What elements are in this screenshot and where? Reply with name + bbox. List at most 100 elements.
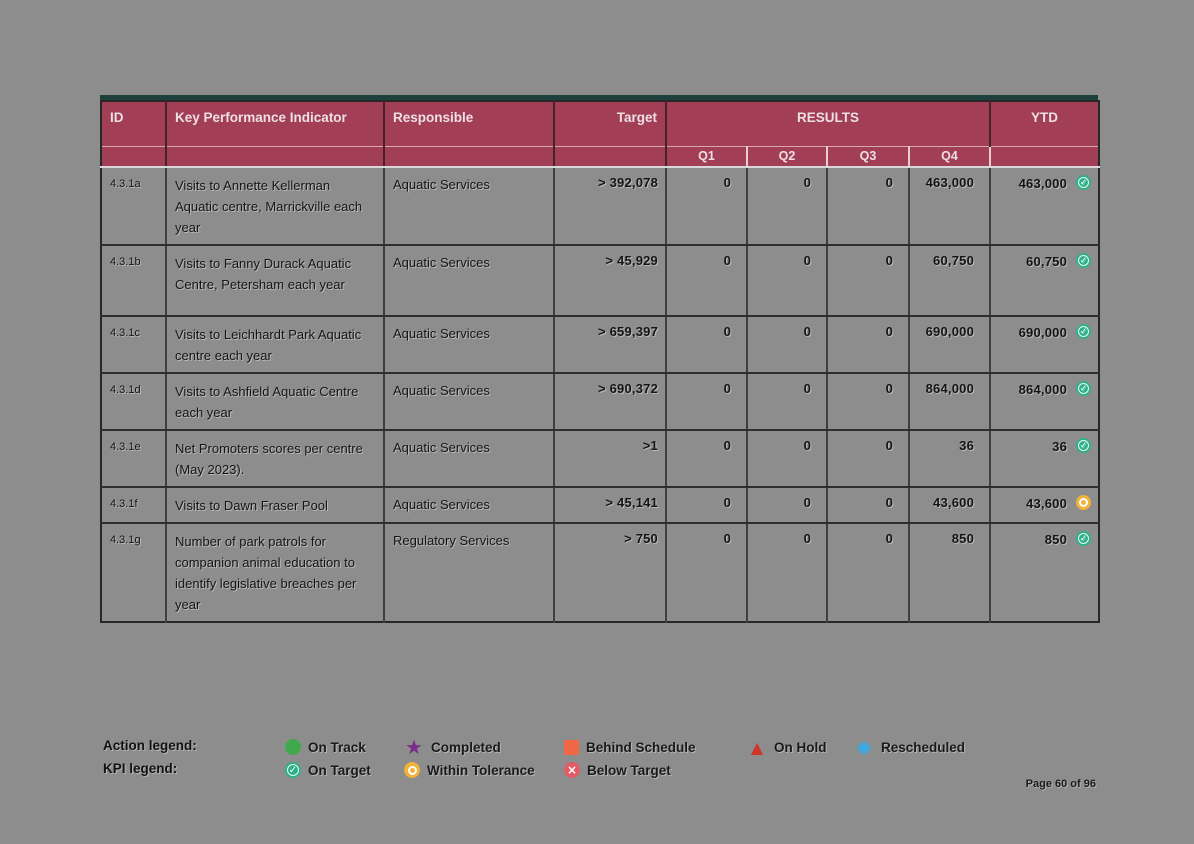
cell-ytd: 60,750 [990,245,1100,317]
legend-item-within-tolerance: Within Tolerance [404,760,535,780]
on-target-icon [1076,531,1092,546]
within-tolerance-icon [1076,495,1092,510]
legend-item-on-target: On Target [285,760,371,780]
cell-target: > 690,372 [554,373,667,431]
ytd-value: 36 [1052,439,1068,454]
subheader-blank-ytd [990,146,1100,168]
legend-block: Action legend: On Track Completed Behind S… [0,736,1194,784]
ytd-value: 60,750 [1026,254,1068,269]
cell-target: > 45,141 [554,487,667,524]
ytd-value: 43,600 [1026,496,1068,511]
kpi-table-container: ID Key Performance Indicator Responsible… [100,100,1101,623]
table-row: 4.3.1a Visits to Annette Kellerman Aquati… [101,167,1100,246]
col-header-q4: Q4 [909,146,992,168]
cell-kpi: Visits to Annette Kellerman Aquatic cent… [166,167,385,246]
col-header-id: ID [101,101,167,147]
cell-q4: 463,000 [909,167,992,246]
ring-circle-icon [404,762,420,778]
x-circle-icon [564,762,580,778]
cell-q1: 0 [666,373,748,431]
legend-item-label: On Track [308,739,366,755]
cell-id: 4.3.1a [101,167,167,246]
kpi-legend-label: KPI legend: [103,761,178,776]
subheader-blank-id [101,146,167,168]
cell-q3: 0 [827,245,910,317]
kpi-table: ID Key Performance Indicator Responsible… [100,100,1101,623]
col-header-target: Target [554,101,667,147]
header-row: ID Key Performance Indicator Responsible… [101,101,1100,147]
cell-q1: 0 [666,316,748,374]
check-circle-icon [285,762,301,778]
cell-target: > 392,078 [554,167,667,246]
cell-q4: 850 [909,523,992,622]
cell-id: 4.3.1b [101,245,167,317]
ytd-value: 850 [1044,532,1068,547]
legend-item-label: Below Target [587,762,671,778]
square-icon [564,739,579,755]
cell-ytd: 850 [990,523,1099,622]
kpi-table-body: 4.3.1a Visits to Annette Kellerman Aquati… [101,167,1100,622]
circle-icon [285,739,301,755]
cell-ytd: 463,000 [990,167,1100,246]
subheader-blank-target [554,146,667,168]
col-header-q1: Q1 [666,146,748,168]
cell-q2: 0 [747,167,828,246]
cell-q1: 0 [666,167,748,246]
cell-ytd: 864,000 [990,373,1100,431]
cell-q2: 0 [747,523,828,622]
triangle-icon [747,737,767,757]
cell-target: >1 [554,430,667,488]
cell-target: > 750 [554,523,667,622]
cell-ytd: 43,600 [990,487,1100,524]
cell-ytd: 690,000 [990,316,1100,374]
legend-item-label: Within Tolerance [427,762,535,778]
star-icon [404,737,424,757]
cell-q3: 0 [827,430,910,488]
legend-item-below-target: Below Target [564,760,671,780]
table-row: 4.3.1f Visits to Dawn Fraser Pool Aquatic … [101,487,1100,524]
col-header-responsible: Responsible [384,101,555,147]
cell-q2: 0 [747,316,828,374]
on-target-icon [1076,324,1092,339]
cell-q1: 0 [666,523,748,622]
cell-id: 4.3.1f [101,487,167,524]
cell-q1: 0 [666,245,748,317]
cell-kpi: Visits to Ashfield Aquatic Centre each y… [166,373,385,431]
diamond-icon [854,737,874,757]
action-legend-row: Action legend: On Track Completed Behind S… [0,736,1194,758]
cell-q2: 0 [747,430,828,488]
cell-responsible: Aquatic Services [384,245,555,317]
cell-ytd: 36 [990,430,1100,488]
cell-q4: 60,750 [909,245,992,317]
cell-responsible: Regulatory Services [384,523,555,622]
cell-q3: 0 [827,487,910,524]
on-target-icon [1076,381,1092,396]
table-top-accent-bar [100,95,1098,100]
kpi-table-header: ID Key Performance Indicator Responsible… [101,101,1100,168]
legend-item-behind-schedule: Behind Schedule [564,737,696,757]
col-header-q2: Q2 [747,146,828,168]
on-target-icon [1076,175,1092,190]
table-row: 4.3.1d Visits to Ashfield Aquatic Centre … [101,373,1100,431]
cell-responsible: Aquatic Services [384,167,555,246]
cell-responsible: Aquatic Services [384,487,555,524]
cell-q3: 0 [827,523,910,622]
cell-id: 4.3.1d [101,373,167,431]
legend-item-completed: Completed [404,737,501,757]
legend-item-label: On Hold [774,739,827,755]
col-header-ytd: YTD [990,101,1100,147]
quarter-header-row: Q1 Q2 Q3 Q4 [101,146,1100,168]
cell-q2: 0 [747,373,828,431]
legend-item-label: Behind Schedule [586,739,696,755]
cell-id: 4.3.1c [101,316,167,374]
cell-kpi: Visits to Dawn Fraser Pool [166,487,385,524]
cell-responsible: Aquatic Services [384,430,555,488]
legend-item-label: Completed [431,739,501,755]
cell-q4: 690,000 [909,316,992,374]
legend-item-label: Rescheduled [881,739,966,755]
cell-q2: 0 [747,245,828,317]
ytd-value: 463,000 [1018,176,1068,191]
cell-q3: 0 [827,316,910,374]
table-row: 4.3.1g Number of park patrols for compani… [101,523,1099,622]
